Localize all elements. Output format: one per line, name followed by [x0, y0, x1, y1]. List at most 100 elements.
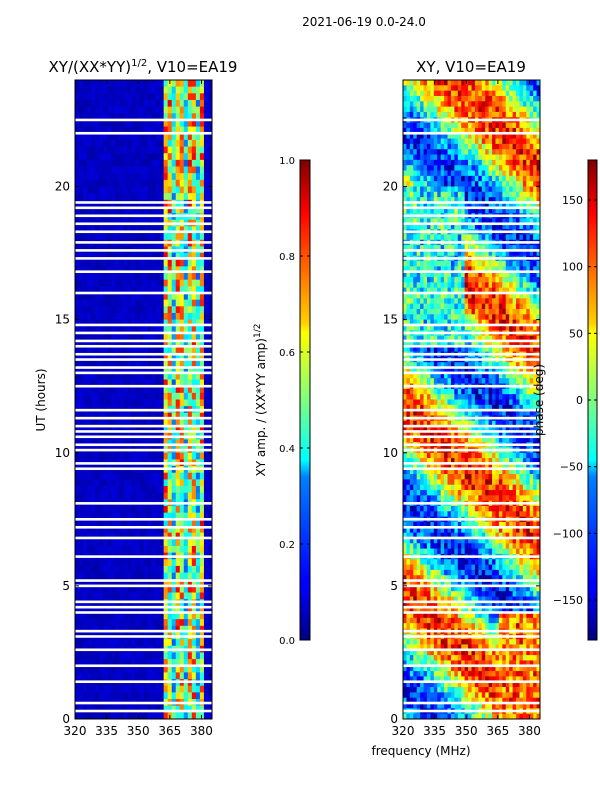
amp-cell: [91, 80, 96, 88]
amp-cell: [135, 352, 140, 360]
amp-cell: [187, 339, 193, 347]
amp-cell: [91, 306, 96, 314]
amp-cell: [139, 93, 144, 101]
phase-cell: [516, 186, 520, 193]
amp-cell: [135, 652, 140, 660]
amp-cell: [123, 99, 128, 108]
amp-cell: [191, 386, 197, 394]
amp-cell: [183, 273, 189, 281]
amp-cell: [175, 206, 181, 214]
phase-cell: [509, 207, 513, 214]
amp-cell: [171, 412, 177, 420]
amp-cell: [83, 332, 88, 340]
amp-cell: [83, 319, 88, 327]
phase-cell: [416, 122, 421, 129]
phase-cell: [406, 277, 411, 283]
amp-cell: [147, 306, 152, 314]
phase-cell: [440, 122, 445, 129]
amp-cell: [179, 592, 185, 600]
amp-cell: [79, 193, 84, 201]
amp-cell: [207, 506, 213, 514]
amp-cell: [199, 659, 205, 667]
phase-cell: [492, 165, 496, 171]
phase-cell: [488, 266, 493, 273]
phase-cell: [478, 207, 483, 214]
amp-cell: [135, 173, 140, 181]
phase-cell: [536, 266, 541, 273]
phase-cell: [416, 111, 421, 118]
amp-cell: [123, 186, 128, 194]
phase-cell: [468, 80, 472, 86]
amp-cell: [79, 259, 84, 267]
amp-cell: [171, 312, 177, 321]
amp-cell: [151, 119, 156, 127]
amp-cell: [183, 186, 189, 194]
phase-cell: [536, 106, 541, 113]
amp-cell: [199, 506, 205, 514]
phase-cell: [426, 90, 431, 97]
phase-cell: [461, 277, 466, 283]
amp-cell: [79, 579, 84, 587]
phase-cell: [516, 191, 520, 198]
amp-cell: [163, 612, 169, 620]
amp-cell: [131, 93, 136, 101]
amp-cell: [187, 293, 193, 301]
amp-cell: [83, 126, 88, 134]
amp-cell: [187, 519, 193, 527]
amp-cell: [83, 652, 88, 660]
amp-cell: [127, 119, 132, 127]
phase-cell: [522, 191, 527, 198]
amp-cell: [207, 512, 213, 520]
amp-cell: [107, 226, 112, 234]
amp-cell: [187, 532, 193, 540]
phase-cell: [509, 250, 513, 257]
amp-cell: [107, 392, 112, 400]
phase-cell: [509, 245, 513, 251]
amp-cell: [139, 372, 144, 380]
amp-cell: [123, 306, 128, 314]
amp-cell: [127, 659, 132, 667]
amp-cell: [91, 93, 96, 101]
phase-cell: [495, 282, 500, 289]
amp-cell: [155, 319, 161, 327]
phase-cell: [533, 90, 537, 97]
phase-cell: [433, 271, 438, 278]
amp-cell: [111, 319, 116, 327]
phase-cell: [433, 159, 438, 166]
phase-cell: [481, 197, 486, 203]
phase-cell: [413, 159, 418, 166]
amp-cell: [99, 705, 104, 713]
phase-cell: [447, 181, 452, 187]
amp-cell: [187, 226, 193, 234]
amp-cell: [139, 366, 144, 374]
phase-cell: [457, 191, 462, 198]
amp-cell: [199, 159, 205, 167]
phase-cell: [488, 277, 493, 283]
phase-cell: [529, 133, 534, 139]
phase-cell: [522, 159, 527, 166]
amp-cell: [187, 652, 193, 660]
phase-cell: [529, 181, 534, 187]
phase-cell: [533, 282, 537, 289]
amp-cell: [203, 119, 209, 127]
phase-cell: [485, 170, 490, 177]
flagged-row: [75, 435, 212, 439]
amp-cell: [175, 685, 181, 693]
phase-cell: [444, 170, 448, 177]
amp-cell: [159, 572, 165, 580]
amp-cell: [131, 572, 136, 580]
amp-cell: [139, 139, 144, 147]
amp-cell: [171, 179, 177, 187]
amp-cell: [139, 519, 144, 527]
amp-cell: [79, 119, 84, 127]
phase-cell: [457, 138, 462, 145]
amp-cell: [179, 652, 185, 660]
amp-cell: [151, 625, 156, 633]
amp-cell: [187, 126, 193, 134]
amp-cell: [171, 532, 177, 540]
amp-cell: [163, 93, 169, 101]
amp-cell: [135, 312, 140, 321]
phase-cell: [474, 138, 479, 145]
amp-cell: [163, 372, 169, 380]
amp-cell: [163, 559, 169, 567]
